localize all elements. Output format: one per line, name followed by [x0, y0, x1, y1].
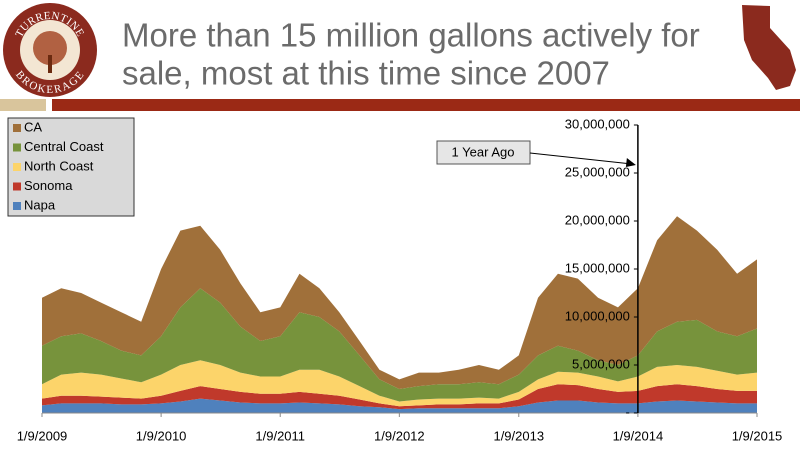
annotation-arrow	[529, 152, 632, 165]
logo-trunk	[48, 55, 52, 73]
title-line: More than 15 million gallons actively fo…	[122, 17, 700, 54]
legend-swatch	[13, 182, 21, 191]
x-tick-label: 1/9/2012	[374, 428, 425, 443]
x-tick-label: 1/9/2015	[732, 428, 783, 443]
legend-swatch	[13, 163, 21, 171]
plot: - 5,000,000 10,000,000 15,000,000 20,000,000…	[7, 116, 783, 443]
header-bar-left	[0, 99, 46, 111]
area	[42, 360, 757, 407]
y-tick-label: 15,000,000	[565, 260, 630, 275]
area	[42, 288, 757, 402]
title-line: sale, most at this time since 2007	[122, 55, 610, 92]
y-tick-label: 25,000,000	[565, 164, 630, 179]
area	[42, 384, 757, 410]
y-tick-label: 30,000,000	[565, 116, 630, 131]
legend-label: Central Coast	[24, 139, 104, 154]
y-tick-label: 5,000,000	[572, 356, 630, 371]
legend-swatch	[13, 143, 21, 152]
legend-label: CA	[24, 119, 42, 134]
x-tick-label: 1/9/2009	[17, 428, 68, 443]
header-bar	[52, 99, 800, 111]
y-tick-label: -	[626, 404, 630, 419]
legend-swatch	[13, 124, 21, 132]
annotation-text: 1 Year Ago	[452, 144, 515, 159]
legend-label: Sonoma	[24, 178, 73, 193]
legend-swatch	[13, 202, 21, 210]
x-tick-label: 1/9/2010	[136, 428, 187, 443]
legend-label: North Coast	[24, 158, 94, 173]
area	[42, 216, 757, 389]
area	[42, 398, 757, 413]
logo-tree	[33, 31, 67, 65]
legend-box	[7, 117, 135, 217]
y-tick-label: 10,000,000	[565, 308, 630, 323]
california-map	[742, 5, 796, 90]
y-tick-label: 20,000,000	[565, 212, 630, 227]
logo: TURRENTINE BROKERAGE	[3, 3, 97, 97]
annotation-box	[436, 140, 531, 165]
x-tick-label: 1/9/2011	[255, 428, 305, 443]
legend-label: Napa	[24, 197, 56, 212]
x-tick-label: 1/9/2013	[493, 428, 544, 443]
annotation-arrowhead	[625, 158, 636, 167]
x-tick-label: 1/9/2014	[613, 428, 664, 443]
